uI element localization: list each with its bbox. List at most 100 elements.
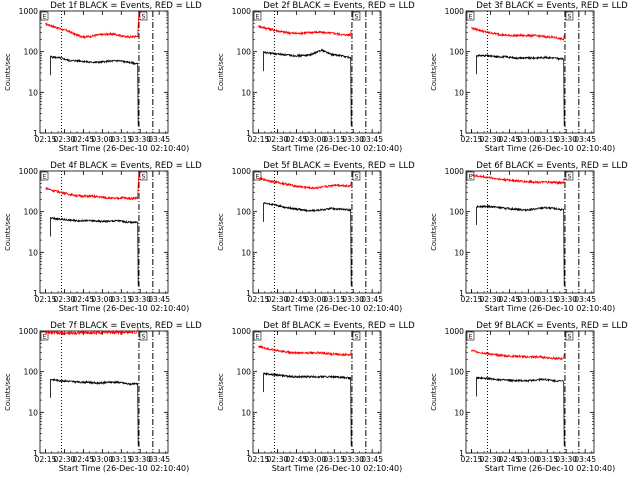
detector-chart: Det 1f BLACK = Events, RED = LLD 1 10 100 10… (4, 1, 202, 153)
y-tick-label: 1 (246, 129, 251, 138)
x-axis-label: Start Time (26-Dec-10 02:10:40) (272, 464, 403, 473)
events-series-line (50, 55, 139, 126)
marker-e: E (466, 331, 475, 341)
x-tick-label: 03:15 (323, 295, 345, 304)
lld-series-line (258, 176, 352, 190)
marker-s: S (352, 11, 361, 21)
y-tick-label: 10 (28, 88, 38, 97)
plot-frame (39, 330, 169, 454)
y-tick-label: 1 (246, 449, 251, 458)
x-tick-label: 02:45 (498, 135, 520, 144)
x-tick-label: 03:30 (555, 295, 577, 304)
detector-chart: Det 2f BLACK = Events, RED = LLD 1 10 100 10… (217, 1, 415, 153)
marker-s-label: S (142, 14, 146, 21)
y-axis-label: Counts/sec (217, 373, 225, 411)
x-axis-label: Start Time (26-Dec-10 02:10:40) (59, 304, 190, 313)
x-tick-label: 02:15 (248, 455, 270, 464)
y-tick-label: 1 (459, 129, 464, 138)
marker-s-label: S (355, 174, 359, 181)
marker-s: S (352, 171, 361, 181)
y-tick-label: 10 (241, 408, 251, 417)
x-tick-label: 02:30 (479, 135, 501, 144)
detector-chart: Det 8f BLACK = Events, RED = LLD 1 10 100 10… (217, 321, 415, 473)
events-series-line (263, 202, 352, 286)
detector-chart: Det 7f BLACK = Events, RED = LLD 1 10 100 10… (4, 321, 202, 473)
marker-s-label: S (142, 174, 146, 181)
plot-frame (252, 170, 382, 294)
marker-s-label: S (355, 14, 359, 21)
x-tick-label: 02:45 (72, 295, 94, 304)
x-tick-label: 03:30 (342, 295, 364, 304)
y-tick-label: 10 (28, 248, 38, 257)
events-series-line (476, 204, 565, 286)
y-tick-label: 100 (450, 368, 465, 377)
y-tick-label: 1 (33, 129, 38, 138)
lld-series-line (258, 24, 352, 38)
marker-s-label: S (355, 334, 359, 341)
lld-series-line (45, 172, 140, 201)
x-tick-label: 03:30 (129, 295, 151, 304)
y-tick-label: 10 (241, 248, 251, 257)
y-axis-label: Counts/sec (4, 53, 12, 91)
x-tick-label: 03:00 (304, 135, 326, 144)
y-tick-label: 100 (24, 368, 39, 377)
x-tick-label: 03:00 (91, 455, 113, 464)
marker-e-label: E (469, 334, 473, 341)
y-tick-label: 1000 (445, 7, 464, 16)
y-axis-label: Counts/sec (430, 53, 438, 91)
plot-frame (465, 330, 595, 454)
y-tick-label: 10 (241, 88, 251, 97)
y-axis-label: Counts/sec (217, 53, 225, 91)
y-axis-label: Counts/sec (430, 213, 438, 251)
x-tick-label: 03:00 (304, 295, 326, 304)
events-series-line (476, 53, 565, 126)
x-tick-label: 03:30 (129, 455, 151, 464)
x-tick-label: 02:15 (35, 135, 57, 144)
marker-e: E (40, 331, 49, 341)
detector-panel: Det 8f BLACK = Events, RED = LLD 1 10 100 10… (213, 320, 426, 480)
x-axis-label: Start Time (26-Dec-10 02:10:40) (485, 464, 616, 473)
y-tick-label: 1000 (19, 7, 38, 16)
plot-frame (465, 10, 595, 134)
x-tick-label: 02:30 (479, 455, 501, 464)
x-tick-label: 03:15 (536, 135, 558, 144)
detector-panel: Det 1f BLACK = Events, RED = LLD 1 10 100 10… (0, 0, 213, 160)
x-tick-label: 03:30 (342, 455, 364, 464)
y-tick-label: 1000 (19, 167, 38, 176)
detector-panel: Det 5f BLACK = Events, RED = LLD 1 10 100 10… (213, 160, 426, 320)
y-tick-label: 10 (28, 408, 38, 417)
y-tick-label: 1 (459, 449, 464, 458)
detector-panel: Det 9f BLACK = Events, RED = LLD 1 10 100 10… (426, 320, 639, 480)
x-tick-label: 02:30 (53, 295, 75, 304)
x-tick-label: 02:45 (498, 455, 520, 464)
x-tick-label: 03:45 (574, 455, 596, 464)
marker-e-label: E (256, 14, 260, 21)
marker-e-label: E (469, 14, 473, 21)
x-tick-label: 03:45 (148, 455, 170, 464)
marker-e: E (40, 171, 49, 181)
chart-title: Det 2f BLACK = Events, RED = LLD (263, 1, 415, 11)
y-tick-label: 1000 (19, 327, 38, 336)
marker-s: S (565, 331, 574, 341)
detector-chart: Det 9f BLACK = Events, RED = LLD 1 10 100 10… (430, 321, 628, 473)
y-tick-label: 1 (246, 289, 251, 298)
marker-s: S (352, 331, 361, 341)
detector-panel: Det 3f BLACK = Events, RED = LLD 1 10 100 10… (426, 0, 639, 160)
x-axis-label: Start Time (26-Dec-10 02:10:40) (485, 144, 616, 153)
plot-frame (252, 330, 382, 454)
plot-frame (465, 170, 595, 294)
y-tick-label: 100 (237, 48, 252, 57)
marker-e-label: E (43, 334, 47, 341)
lld-series-line (471, 26, 565, 42)
marker-s: S (565, 11, 574, 21)
x-tick-label: 03:45 (361, 455, 383, 464)
x-tick-label: 02:15 (35, 295, 57, 304)
marker-s-label: S (568, 14, 572, 21)
y-tick-label: 100 (237, 368, 252, 377)
marker-e-label: E (256, 174, 260, 181)
plot-frame (39, 10, 169, 134)
x-tick-label: 02:15 (35, 455, 57, 464)
chart-title: Det 8f BLACK = Events, RED = LLD (263, 321, 415, 331)
marker-e: E (466, 171, 475, 181)
